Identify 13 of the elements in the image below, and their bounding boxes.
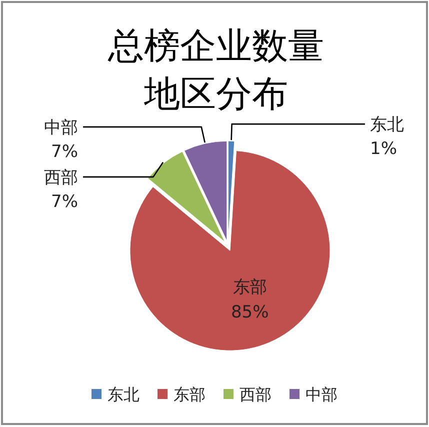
data-label: 7% [51,192,78,212]
legend-label: 中部 [306,385,338,404]
legend-label: 东部 [174,385,206,404]
slice-label: 中部 [44,118,78,138]
data-label: 85% [230,302,269,322]
slice-label: 西部 [44,168,78,188]
slice-label: 东北 [370,115,404,136]
legend-label: 西部 [240,385,272,404]
chart-title: 总榜企业数量地区分布 [107,26,324,115]
slice-label: 东部 [232,277,267,298]
legend-label: 东北 [108,385,140,404]
data-label: 7% [51,142,78,162]
data-label: 1% [370,139,397,160]
